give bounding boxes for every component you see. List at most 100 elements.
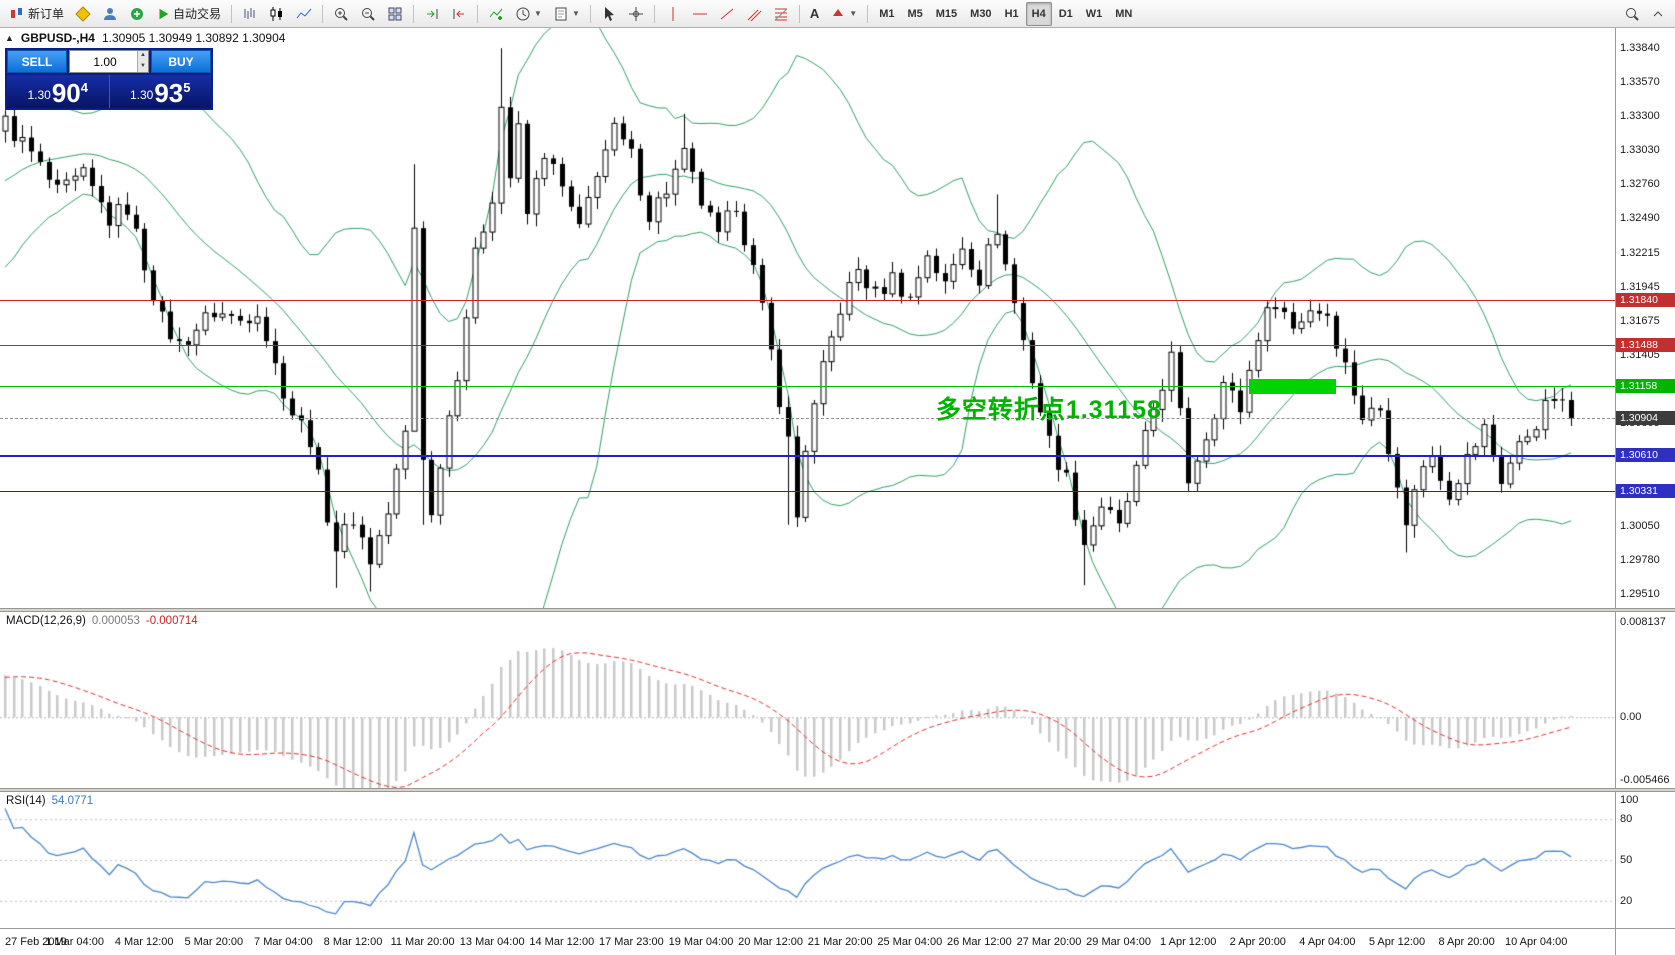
chart-ohlc-values: 1.30905 1.30949 1.30892 1.30904 [101, 31, 286, 45]
price-tag-resistance-2: 1.31488 [1616, 337, 1675, 352]
ask-price-head: 1.30 [129, 88, 154, 102]
horizontal-line-tool-button[interactable] [687, 2, 713, 26]
price-chart-canvas[interactable] [0, 28, 1615, 608]
channel-tool-button[interactable] [741, 2, 767, 26]
toolbar-separator [798, 4, 800, 23]
macd-axis[interactable]: 0.008137 0.00 -0.005466 [1615, 612, 1675, 788]
new-order-button[interactable]: 新订单 [4, 2, 69, 26]
price-axis[interactable]: 1.33840 1.33570 1.33300 1.33030 1.32760 1.324… [1615, 28, 1675, 608]
price-tick-label: 1.32215 [1620, 247, 1660, 260]
rsi-axis[interactable]: 100 80 50 20 [1615, 792, 1675, 928]
panel-splitter[interactable] [0, 788, 1675, 792]
timeframe-m15-button[interactable]: M15 [935, 7, 958, 20]
time-tick-label: 21 Mar 20:00 [807, 936, 873, 948]
text-tool-icon: A [809, 6, 820, 21]
tile-windows-icon [387, 6, 403, 22]
time-tick-label: 13 Mar 04:00 [459, 936, 525, 948]
line-chart-button[interactable] [291, 2, 317, 26]
macd-panel: MACD(12,26,9) 0.000053 -0.000714 0.00813… [0, 612, 1675, 788]
hline-resistance-1[interactable] [0, 300, 1615, 302]
trendline-tool-button[interactable] [714, 2, 740, 26]
macd-scale-zero: 0.00 [1620, 711, 1642, 724]
search-button[interactable] [1619, 2, 1645, 26]
profile-button[interactable] [97, 2, 123, 26]
price-tick-label: 1.33300 [1620, 110, 1660, 123]
macd-canvas[interactable] [0, 612, 1615, 788]
hline-support-1[interactable] [0, 455, 1615, 458]
volume-up-button[interactable]: ▲ [137, 51, 148, 62]
price-tick-label: 1.31405 [1620, 349, 1660, 362]
rsi-tick-label: 20 [1620, 894, 1633, 907]
toolbar-separator [589, 4, 591, 23]
rsi-value: 54.0771 [51, 795, 94, 807]
chart-symbol-period: GBPUSD-,H4 [20, 31, 95, 45]
time-tick-label: 19 Mar 04:00 [668, 936, 734, 948]
hline-pivot-line[interactable] [0, 386, 1615, 388]
timeframe-mn-button[interactable]: MN [1115, 7, 1133, 20]
cursor-button[interactable] [596, 2, 622, 26]
hline-support-2[interactable] [0, 490, 1615, 492]
hline-resistance-2[interactable] [0, 344, 1615, 346]
auto-scroll-button[interactable] [419, 2, 445, 26]
price-tick-label: 1.29510 [1620, 588, 1660, 601]
periods-button[interactable]: ▼ [510, 2, 547, 26]
sell-button[interactable]: SELL [7, 50, 67, 73]
supply-zone-rectangle[interactable] [1249, 378, 1337, 395]
tile-windows-button[interactable] [382, 2, 408, 26]
time-tick-label: 4 Apr 04:00 [1299, 936, 1356, 948]
toolbar-separator [322, 4, 324, 23]
chart-shift-button[interactable] [446, 2, 472, 26]
time-axis[interactable]: 27 Feb 2019 1 Mar 04:00 4 Mar 12:00 5 Mar 2… [0, 928, 1675, 955]
time-tick-label: 25 Mar 04:00 [877, 936, 943, 948]
volume-box: ▲ ▼ [69, 50, 149, 73]
collapse-toolbar-button[interactable] [1645, 2, 1671, 26]
indicators-button[interactable] [483, 2, 509, 26]
fibonacci-tool-button[interactable] [768, 2, 794, 26]
arrows-tool-button[interactable]: ▼ [825, 2, 862, 26]
volume-input[interactable] [70, 51, 148, 72]
timeframe-m1-button[interactable]: M1 [879, 7, 895, 20]
metaeditor-button[interactable] [70, 2, 96, 26]
text-tool-button[interactable]: A [805, 2, 824, 26]
chevron-up-icon [1650, 6, 1666, 22]
buy-button[interactable]: BUY [151, 50, 211, 73]
time-tick-label: 1 Apr 12:00 [1160, 936, 1217, 948]
hline-bid-line[interactable] [0, 418, 1615, 420]
horizontal-lines-layer [0, 28, 1615, 608]
vertical-line-icon [665, 6, 681, 22]
vertical-line-tool-button[interactable] [660, 2, 686, 26]
toolbar-separator [413, 4, 415, 23]
zoom-out-button[interactable] [355, 2, 381, 26]
autotrading-play-icon [156, 7, 170, 21]
timeframe-w1-button[interactable]: W1 [1085, 7, 1103, 20]
search-icon [1624, 6, 1640, 22]
crosshair-button[interactable] [623, 2, 649, 26]
rsi-canvas[interactable] [0, 792, 1615, 928]
price-tag-support-2: 1.30331 [1616, 483, 1675, 498]
bid-price-big: 90 [51, 78, 81, 108]
ask-price-big: 93 [154, 78, 184, 108]
timeframe-d1-button[interactable]: D1 [1058, 7, 1073, 20]
price-tick-label: 1.31945 [1620, 281, 1660, 294]
time-tick-label: 8 Mar 12:00 [323, 936, 383, 948]
zoom-in-icon [333, 6, 349, 22]
horizontal-line-icon [692, 6, 708, 22]
zoom-in-button[interactable] [328, 2, 354, 26]
one-click-toggle-icon[interactable]: ▲ [5, 33, 14, 43]
bar-chart-button[interactable] [237, 2, 263, 26]
templates-button[interactable]: ▼ [548, 2, 585, 26]
autotrading-button[interactable]: 自动交易 [151, 2, 226, 26]
pivot-annotation-text[interactable]: 多空转折点1.31158 [935, 395, 1162, 424]
timeframe-m30-button[interactable]: M30 [970, 7, 992, 20]
timeframe-h4-button[interactable]: H4 [1025, 1, 1052, 26]
panel-splitter[interactable] [0, 608, 1675, 612]
price-tick-label: 1.31675 [1620, 315, 1660, 328]
volume-down-button[interactable]: ▼ [137, 61, 148, 72]
timeframe-h1-button[interactable]: H1 [1004, 7, 1019, 20]
candlestick-button[interactable] [264, 2, 290, 26]
toolbar-separator [477, 4, 479, 23]
price-tick-label: 1.32490 [1620, 212, 1660, 225]
bid-price-display: 1.30 90 4 [7, 75, 110, 108]
community-button[interactable] [124, 2, 150, 26]
timeframe-m5-button[interactable]: M5 [907, 7, 923, 20]
